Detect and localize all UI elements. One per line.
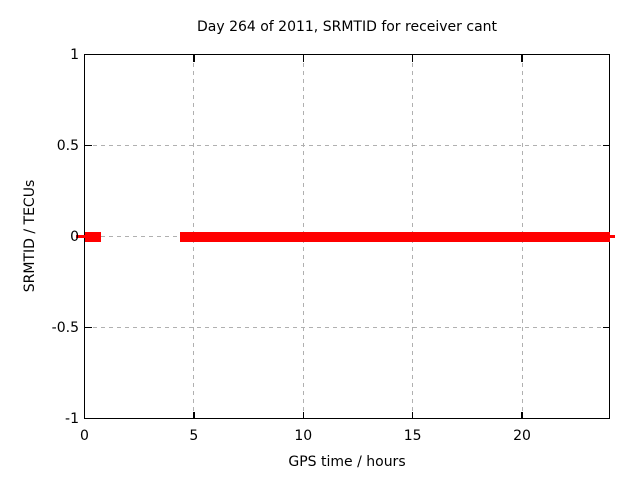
x-tick-label: 0 bbox=[80, 428, 89, 444]
y-tick-label: 0.5 bbox=[56, 137, 79, 154]
y-tick-label: 0 bbox=[70, 228, 79, 245]
x-tick-label: 5 bbox=[189, 428, 199, 444]
chart-title: Day 264 of 2011, SRMTID for receiver can… bbox=[196, 19, 498, 35]
x-tick-label: 15 bbox=[403, 428, 422, 444]
x-tick-label: 10 bbox=[294, 428, 313, 444]
y-axis-label: SRMTID / TECUs bbox=[22, 179, 38, 293]
y-tick-label: 1 bbox=[70, 46, 79, 63]
y-tick-label: -0.5 bbox=[51, 319, 79, 336]
plot-area bbox=[84, 54, 610, 419]
x-axis-label: GPS time / hours bbox=[288, 454, 406, 470]
x-tick-label: 20 bbox=[513, 428, 531, 444]
y-tick-label: -1 bbox=[65, 410, 79, 427]
series-edge-mark-right bbox=[609, 235, 615, 238]
